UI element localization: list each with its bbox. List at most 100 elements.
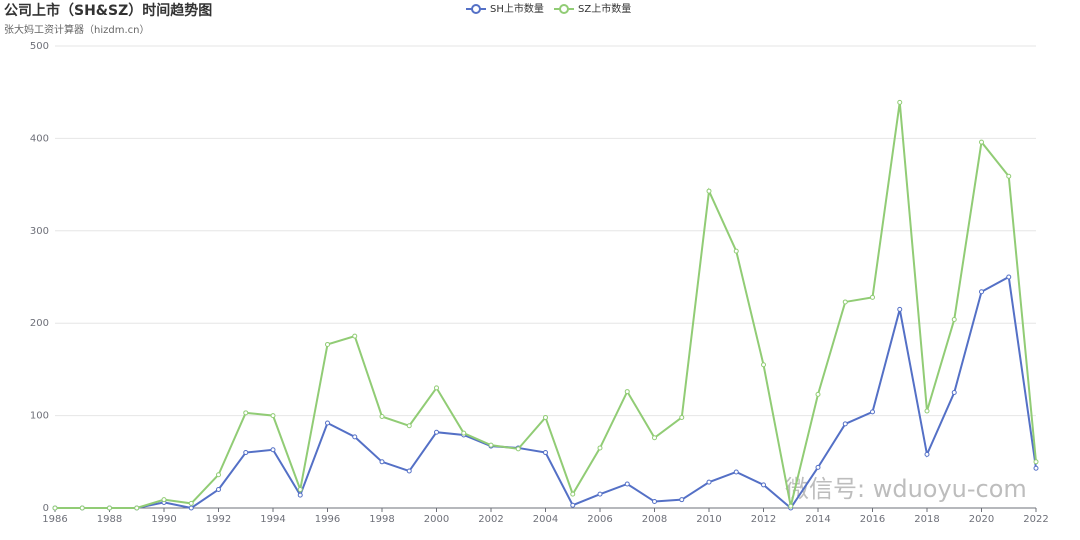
data-point [134,505,140,511]
x-tick-label: 2014 [805,514,830,525]
y-tick-label: 100 [30,411,49,422]
data-point [216,487,221,493]
data-point [461,430,467,436]
x-tick-label: 2012 [751,514,776,525]
data-point [597,445,603,451]
chart-subtitle: 张大妈工资计算器（hizdm.cn） [4,23,149,36]
data-point [706,188,712,194]
data-point [570,502,576,508]
data-point [924,451,930,457]
data-point [434,385,439,391]
data-point [434,429,439,435]
data-point [679,414,685,420]
data-point [243,450,249,456]
x-tick-label: 1996 [315,514,340,525]
data-point [406,468,412,474]
series-line [55,275,1037,510]
data-point [1006,274,1012,280]
y-tick-label: 0 [43,503,49,514]
data-point [870,294,875,300]
data-point [788,503,794,509]
data-point [1033,465,1039,471]
y-tick-label: 500 [30,41,49,52]
y-tick-label: 200 [30,318,49,329]
data-point [815,391,821,397]
data-point [679,497,685,503]
data-point [52,505,58,511]
x-tick-label: 2010 [696,514,721,525]
data-point [761,362,766,368]
x-tick-label: 2022 [1023,514,1048,525]
data-point [870,409,875,415]
data-point [488,442,494,448]
x-tick-label: 2000 [424,514,449,525]
data-point [815,464,821,470]
series-line [55,102,1037,509]
data-point [979,139,984,145]
x-tick-label: 1986 [42,514,67,525]
chart-title: 公司上市（SH&SZ）时间趋势图 [4,2,212,19]
data-point [624,481,630,487]
legend-label: SZ上市数量 [578,2,631,15]
legend-icon [471,4,481,14]
data-point [706,479,712,485]
data-point [406,423,412,429]
data-point [352,333,358,339]
data-point [188,505,194,511]
legend-label: SH上市数量 [490,2,544,15]
data-point [951,390,957,395]
x-tick-label: 2004 [533,514,558,525]
data-point [761,482,766,488]
data-point [624,389,630,395]
data-point [270,413,276,419]
data-point [379,414,385,420]
data-point [379,459,385,465]
data-point [979,289,984,295]
data-point [270,447,276,453]
data-point [924,408,930,414]
data-point [897,99,903,105]
data-point [352,434,358,440]
data-point [842,421,848,427]
data-point [842,299,848,305]
x-tick-label: 2006 [587,514,612,525]
data-point [325,420,330,426]
x-tick-label: 1998 [369,514,394,525]
x-tick-label: 2008 [642,514,667,525]
data-point [188,500,194,506]
data-point [79,505,85,511]
x-tick-label: 2020 [969,514,994,525]
x-tick-label: 1988 [97,514,122,525]
x-tick-label: 1992 [206,514,231,525]
data-point [216,472,221,478]
data-point [733,469,739,475]
y-tick-label: 300 [30,226,49,237]
y-tick-label: 400 [30,133,49,144]
data-point [325,341,330,347]
data-point [733,248,739,254]
data-point [107,505,112,511]
data-point [897,306,903,312]
x-tick-label: 2018 [914,514,939,525]
data-point [543,414,548,420]
data-point [1006,173,1012,179]
data-point [1033,459,1039,465]
data-point [243,410,249,416]
data-point [161,497,167,503]
x-tick-label: 1994 [260,514,285,525]
x-tick-label: 1990 [151,514,176,525]
x-tick-label: 2016 [860,514,885,525]
data-point [652,499,657,505]
data-point [951,317,957,323]
data-point [297,487,303,493]
data-point [543,450,548,456]
data-point [297,492,303,498]
x-tick-label: 2002 [478,514,503,525]
data-point [597,491,603,497]
legend-icon [559,4,569,14]
data-point [515,446,521,452]
data-point [570,491,576,497]
data-point [652,435,657,441]
watermark: 微信号: wduoyu-com [785,475,1027,503]
